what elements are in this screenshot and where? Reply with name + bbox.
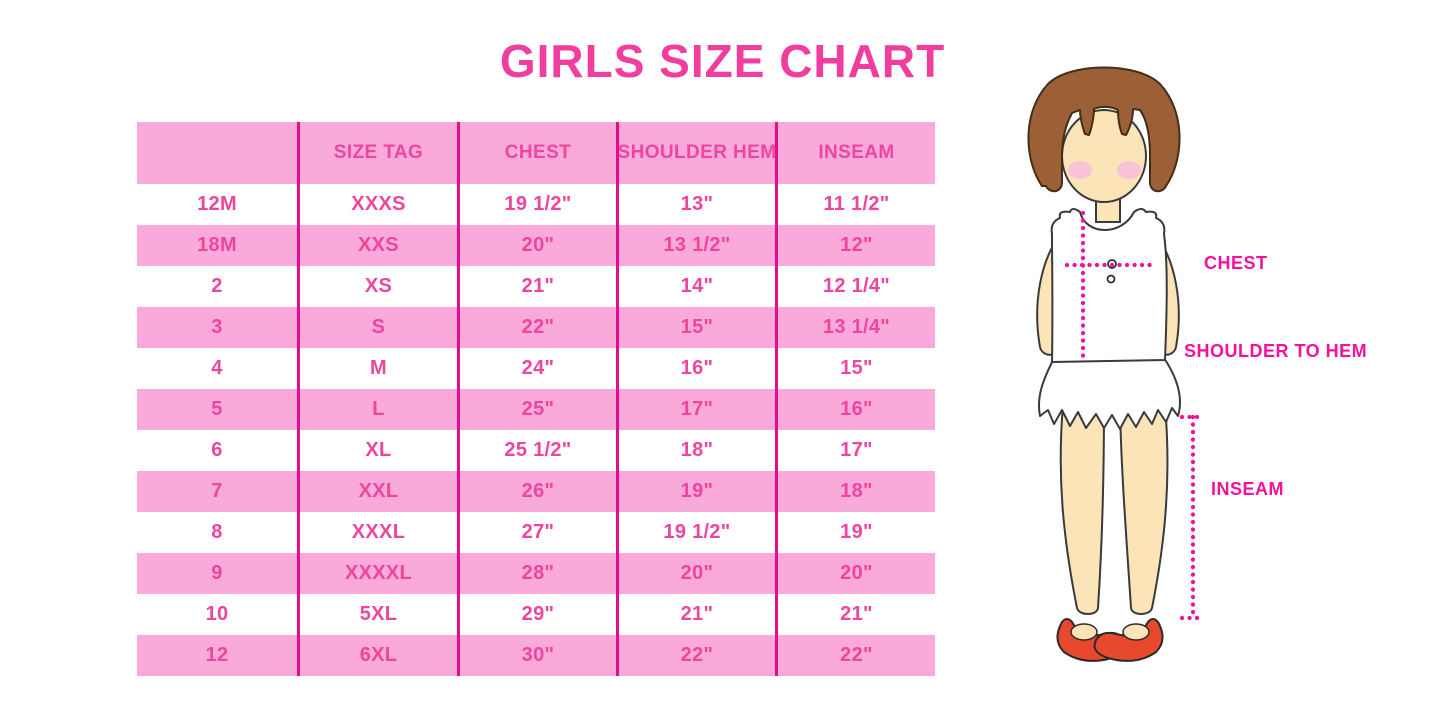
table-cell: 20" — [457, 225, 616, 266]
table-cell: 10 — [205, 603, 229, 625]
girl-illustration — [1027, 66, 1207, 662]
table-cell: 16" — [616, 348, 775, 389]
table-cell: 15" — [616, 307, 775, 348]
column-header-size — [137, 122, 297, 184]
table-row: 7 XXL 26" 19" 18" — [137, 471, 935, 512]
table-cell: 17" — [616, 389, 775, 430]
table-cell: 30" — [457, 635, 616, 676]
inseam-label: INSEAM — [1211, 479, 1285, 499]
skirt — [1038, 357, 1182, 430]
column-header-size-tag: SIZE TAG — [297, 122, 457, 184]
table-cell: 25 1/2" — [457, 430, 616, 471]
bodice — [1050, 208, 1168, 363]
table-cell: XXXS — [297, 184, 457, 225]
table-cell: 20" — [616, 553, 775, 594]
table-cell: 12M — [197, 193, 237, 215]
chest-label: CHEST — [1204, 253, 1268, 273]
table-cell: 9 — [211, 562, 223, 584]
table-cell: 22" — [775, 635, 935, 676]
table-cell: 5 — [211, 398, 223, 420]
table-cell: 26" — [457, 471, 616, 512]
table-row: 4 M 24" 16" 15" — [137, 348, 935, 389]
table-cell: M — [297, 348, 457, 389]
table-cell: 6XL — [297, 635, 457, 676]
table-cell: XL — [297, 430, 457, 471]
table-cell: 21" — [457, 266, 616, 307]
page-title: GIRLS SIZE CHART — [499, 35, 946, 87]
table-cell: 27" — [457, 512, 616, 553]
table-cell: 14" — [616, 266, 775, 307]
table-cell: 13 1/4" — [775, 307, 935, 348]
table-cell: 16" — [775, 389, 935, 430]
table-cell: XXS — [297, 225, 457, 266]
table-cell: 12 1/4" — [775, 266, 935, 307]
table-cell: 21" — [616, 594, 775, 635]
table-cell: 3 — [211, 316, 223, 338]
table-cell: S — [297, 307, 457, 348]
table-row: 5 L 25" 17" 16" — [137, 389, 935, 430]
table-cell: 25" — [457, 389, 616, 430]
table-cell: 20" — [775, 553, 935, 594]
table-cell: 18" — [775, 471, 935, 512]
table-cell: XXXXL — [297, 553, 457, 594]
table-cell: 19" — [616, 471, 775, 512]
table-cell: 12" — [775, 225, 935, 266]
table-cell: 21" — [775, 594, 935, 635]
table-row: 12M XXXS 19 1/2" 13" 11 1/2" — [137, 184, 935, 225]
table-cell: 22" — [616, 635, 775, 676]
table-cell: 13 1/2" — [616, 225, 775, 266]
blush-left — [1068, 161, 1092, 179]
table-cell: 15" — [775, 348, 935, 389]
table-cell: XS — [297, 266, 457, 307]
measurement-lines — [1064, 210, 1207, 621]
table-cell: 4 — [211, 357, 223, 379]
blush-right — [1117, 161, 1141, 179]
table-cell: 22" — [457, 307, 616, 348]
hair — [1027, 66, 1181, 193]
button-bottom — [1106, 274, 1116, 284]
table-cell: 13" — [616, 184, 775, 225]
left-leg — [1059, 404, 1106, 615]
table-cell: XXL — [297, 471, 457, 512]
table-cell: 17" — [775, 430, 935, 471]
table-row: 6 XL 25 1/2" 18" 17" — [137, 430, 935, 471]
table-cell: 24" — [457, 348, 616, 389]
table-row: 10 5XL 29" 21" 21" — [137, 594, 935, 635]
table-row: 2 XS 21" 14" 12 1/4" — [137, 266, 935, 307]
table-cell: 28" — [457, 553, 616, 594]
right-leg — [1118, 404, 1169, 615]
table-cell: XXXL — [297, 512, 457, 553]
size-chart-table: SIZE TAG CHEST SHOULDER HEM INSEAM 12M X… — [137, 122, 935, 676]
table-cell: 19 1/2" — [457, 184, 616, 225]
column-header-chest: CHEST — [457, 122, 616, 184]
shoulder-to-hem-label: SHOULDER TO HEM — [1184, 341, 1368, 361]
table-cell: L — [297, 389, 457, 430]
table-cell: 29" — [457, 594, 616, 635]
table-row: 9 XXXXL 28" 20" 20" — [137, 553, 935, 594]
table-cell: 6 — [211, 439, 223, 461]
table-cell: 7 — [211, 480, 223, 502]
table-cell: 18M — [197, 234, 237, 256]
table-cell: 12 — [205, 644, 229, 666]
table-cell: 19" — [775, 512, 935, 553]
table-cell: 19 1/2" — [616, 512, 775, 553]
table-cell: 5XL — [297, 594, 457, 635]
table-row: 8 XXXL 27" 19 1/2" 19" — [137, 512, 935, 553]
table-row: 18M XXS 20" 13 1/2" 12" — [137, 225, 935, 266]
table-cell: 11 1/2" — [775, 184, 935, 225]
table-cell: 2 — [211, 275, 223, 297]
table-cell: 8 — [211, 521, 223, 543]
column-header-shoulder-hem: SHOULDER HEM — [616, 122, 776, 184]
table-row: 3 S 22" 15" 13 1/4" — [137, 307, 935, 348]
face — [1061, 109, 1147, 203]
table-row: 12 6XL 30" 22" 22" — [137, 635, 935, 676]
column-header-inseam: INSEAM — [775, 122, 935, 184]
table-cell: 18" — [616, 430, 775, 471]
table-header-row: SIZE TAG CHEST SHOULDER HEM INSEAM — [137, 122, 935, 184]
right-shoe — [1093, 618, 1164, 662]
